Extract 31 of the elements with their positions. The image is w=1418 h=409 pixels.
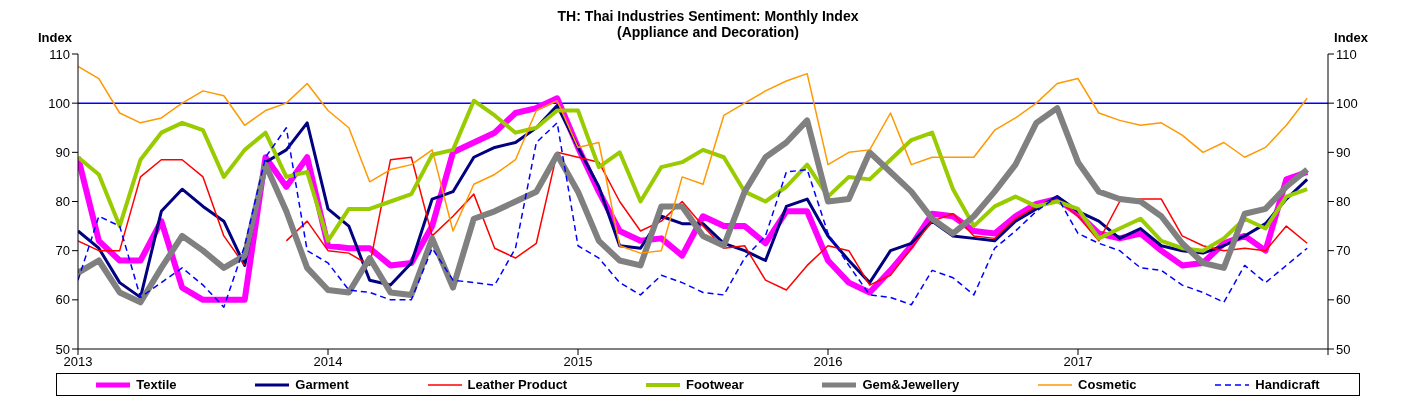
- y-axis-title: Index: [38, 30, 72, 45]
- x-tick-label: 2015: [563, 354, 593, 370]
- x-tick-label: 2014: [313, 354, 343, 370]
- legend-label: Footwear: [685, 377, 744, 392]
- line-series: [78, 65, 1308, 254]
- legend-label: Gem&Jewellery: [862, 377, 960, 392]
- legend-label: Leather Product: [467, 377, 568, 392]
- legend-label: Handicraft: [1255, 377, 1320, 392]
- legend-label: Cosmetic: [1078, 377, 1137, 392]
- legend-label: Garment: [295, 377, 349, 392]
- y2-tick-label: 100: [1336, 95, 1358, 111]
- y-tick-label: 60: [55, 292, 70, 308]
- x-tick-label: 2017: [1063, 354, 1093, 370]
- y2-tick-label: 110: [1336, 46, 1357, 62]
- y-tick-label: 80: [55, 194, 70, 210]
- legend-label: Textile: [136, 377, 177, 392]
- y2-tick-label: 60: [1336, 292, 1351, 308]
- chart-title: TH: Thai Industries Sentiment: Monthly Index (Appliance and Decoration): [557, 8, 859, 40]
- y-tick-label: 100: [48, 95, 70, 111]
- y-tick-label: 70: [55, 243, 70, 259]
- x-tick-label: 2016: [813, 354, 843, 370]
- y2-axis-title: Index: [1334, 30, 1368, 45]
- y-tick-label: 90: [55, 144, 70, 160]
- y2-tick-label: 50: [1336, 341, 1351, 357]
- y2-tick-label: 80: [1336, 194, 1351, 210]
- y-tick-label: 110: [49, 46, 70, 62]
- y2-tick-label: 70: [1336, 243, 1351, 259]
- line-series: [78, 98, 1310, 253]
- y2-tick-label: 90: [1336, 144, 1351, 160]
- x-tick-label: 2013: [63, 354, 93, 370]
- y-tick-label: 50: [55, 341, 70, 357]
